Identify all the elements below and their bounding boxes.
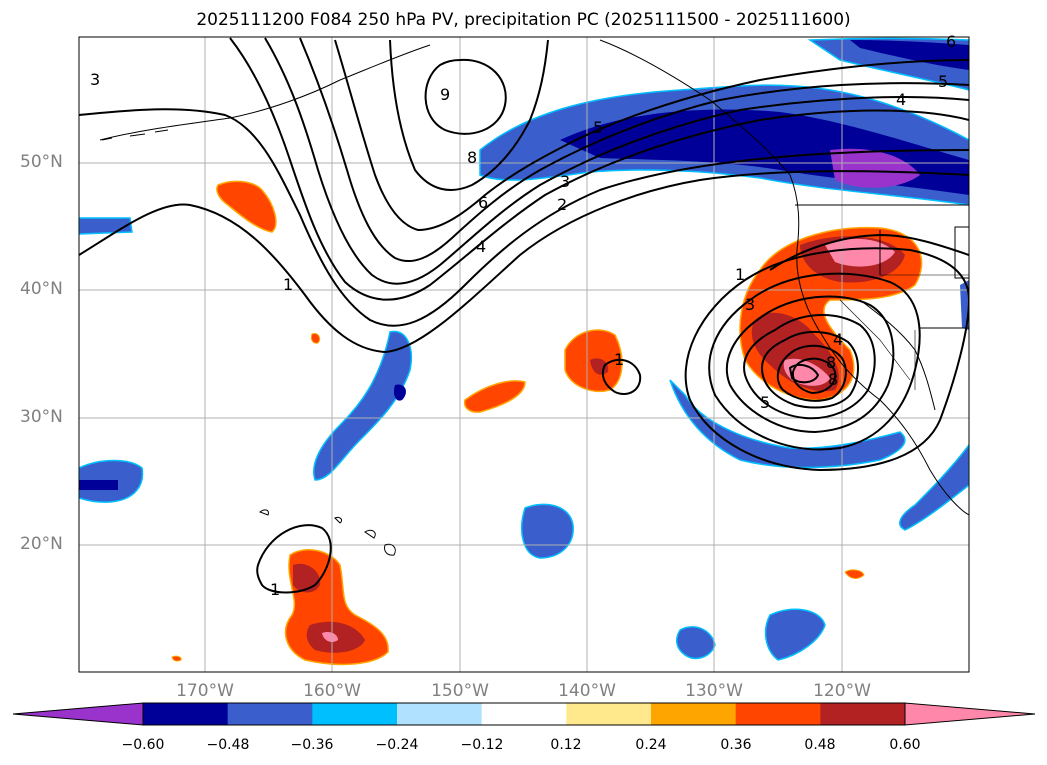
contour-label: 4	[896, 90, 906, 109]
colorbar-swatch	[735, 703, 821, 725]
contour-label: 4	[833, 330, 843, 349]
colorbar-swatch	[312, 703, 398, 725]
contour-label: 9	[440, 85, 450, 104]
lat-label: 50°N	[20, 152, 63, 172]
colorbar-tick-label: 0.12	[550, 737, 582, 753]
coastlines	[99, 39, 969, 556]
colorbar-tick-label: −0.12	[460, 737, 504, 753]
contour-labels: 3 9 8 6 4 3 2 1 1 1 1 5 4 5 6 3 5 8 4 8	[90, 32, 956, 599]
colorbar-swatch	[905, 703, 1035, 725]
map-frame	[78, 36, 970, 673]
colorbar-tick-label: 0.60	[889, 737, 921, 753]
lon-label: 170°W	[176, 681, 234, 701]
colorbar-swatch	[397, 703, 483, 725]
contour-label: 3	[90, 70, 100, 89]
colorbar-swatch	[143, 703, 229, 725]
lon-label: 140°W	[558, 681, 616, 701]
contour-label: 1	[735, 265, 745, 284]
contour-label: 6	[946, 32, 956, 51]
lat-label: 20°N	[20, 534, 63, 554]
contour-label: 1	[614, 350, 624, 369]
contour-label: 3	[745, 295, 755, 314]
colorbar-tick-label: −0.36	[290, 737, 334, 753]
contour-label: 2	[557, 195, 567, 214]
contour-label: 8	[828, 370, 838, 389]
colorbar-swatch	[820, 703, 906, 725]
contour-label: 8	[826, 353, 836, 372]
colorbar-tick-label: 0.24	[635, 737, 667, 753]
state-borders	[839, 274, 969, 390]
colorbar-swatch	[566, 703, 652, 725]
contour-label: 3	[560, 172, 570, 191]
colorbar-tick-label: 0.48	[804, 737, 836, 753]
contour-label: 1	[283, 275, 293, 294]
contour-label: 5	[760, 393, 770, 412]
lat-label: 30°N	[20, 407, 63, 427]
contour-label: 4	[476, 237, 486, 256]
lon-label: 160°W	[303, 681, 361, 701]
colorbar-swatch	[651, 703, 737, 725]
colorbar-swatch	[481, 703, 567, 725]
colorbar-tick-label: −0.24	[375, 737, 419, 753]
contour-label: 5	[593, 118, 603, 137]
lon-label: 120°W	[813, 681, 871, 701]
map-plot: 3 9 8 6 4 3 2 1 1 1 1 5 4 5 6 3 5 8 4 8	[78, 32, 970, 673]
map-title: 2025111200 F084 250 hPa PV, precipitatio…	[196, 10, 851, 30]
lon-label: 130°W	[685, 681, 743, 701]
colorbar-swatch	[13, 703, 143, 725]
colorbar	[12, 702, 1036, 726]
colorbar-swatch	[227, 703, 313, 725]
contour-label: 6	[478, 193, 488, 212]
lat-label: 40°N	[20, 279, 63, 299]
contour-label: 8	[467, 148, 477, 167]
colorbar-tick-label: −0.60	[121, 737, 165, 753]
contour-label: 1	[270, 580, 280, 599]
colorbar-tick-label: −0.48	[206, 737, 250, 753]
pv-contours	[79, 37, 969, 594]
lon-label: 150°W	[431, 681, 489, 701]
contour-label: 5	[938, 72, 948, 91]
colorbar-tick-label: 0.36	[720, 737, 752, 753]
